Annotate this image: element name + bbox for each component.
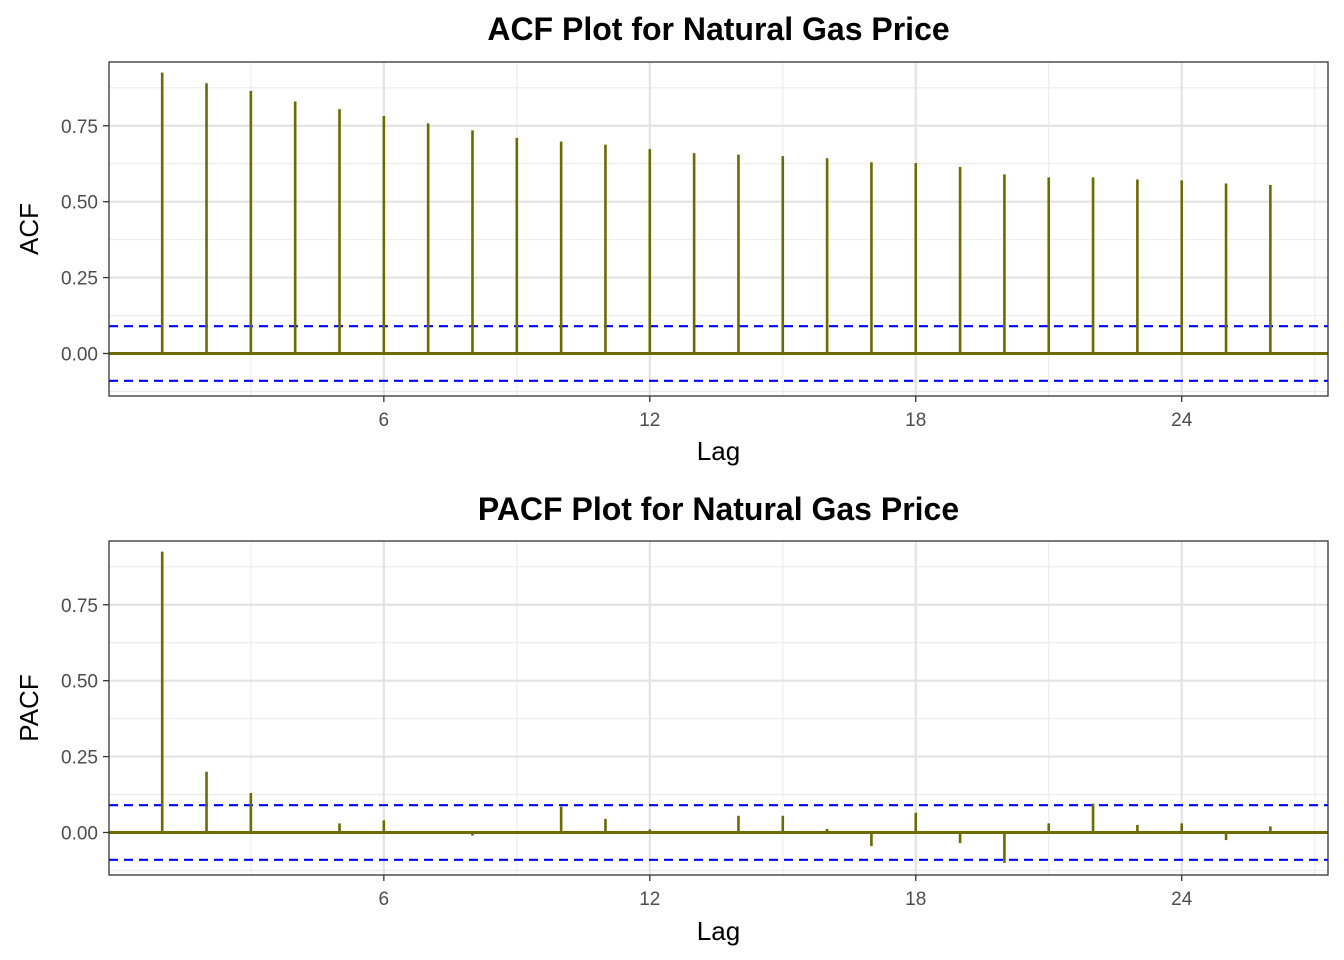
y-tick-label: 0.00 bbox=[61, 823, 98, 844]
plot-area bbox=[109, 62, 1328, 396]
y-tick-label: 0.75 bbox=[61, 117, 98, 138]
y-tick-label: 0.25 bbox=[61, 748, 98, 769]
chart-title: PACF Plot for Natural Gas Price bbox=[478, 491, 959, 527]
x-tick-label: 12 bbox=[639, 410, 660, 431]
y-tick-label: 0.00 bbox=[61, 344, 98, 365]
x-tick-label: 6 bbox=[379, 889, 390, 910]
x-axis-label: Lag bbox=[697, 436, 740, 466]
y-tick-label: 0.50 bbox=[61, 193, 98, 214]
y-axis-label: ACF bbox=[14, 203, 44, 255]
y-tick-label: 0.25 bbox=[61, 269, 98, 290]
x-tick-label: 18 bbox=[905, 889, 926, 910]
x-axis-label: Lag bbox=[697, 916, 740, 946]
chart-panel-pacf: 0.00 0.25 0.50 0.75 6 12 18 24 PACF Plot for Nat… bbox=[14, 491, 1329, 946]
chart-panel-acf: 0.00 0.25 0.50 0.75 6 12 18 24 ACF Plot for Natu… bbox=[14, 11, 1329, 466]
panel-border bbox=[108, 540, 1329, 876]
x-tick-label: 12 bbox=[639, 889, 660, 910]
x-tick-label: 24 bbox=[1171, 410, 1193, 431]
y-tick-label: 0.50 bbox=[61, 672, 98, 693]
x-tick-label: 18 bbox=[905, 410, 926, 431]
x-tick-label: 24 bbox=[1171, 889, 1193, 910]
y-tick-label: 0.75 bbox=[61, 596, 98, 617]
plot-area bbox=[109, 541, 1328, 875]
panel-border bbox=[108, 61, 1329, 397]
y-axis-label: PACF bbox=[14, 674, 44, 741]
chart-title: ACF Plot for Natural Gas Price bbox=[487, 11, 949, 47]
x-tick-label: 6 bbox=[379, 410, 390, 431]
